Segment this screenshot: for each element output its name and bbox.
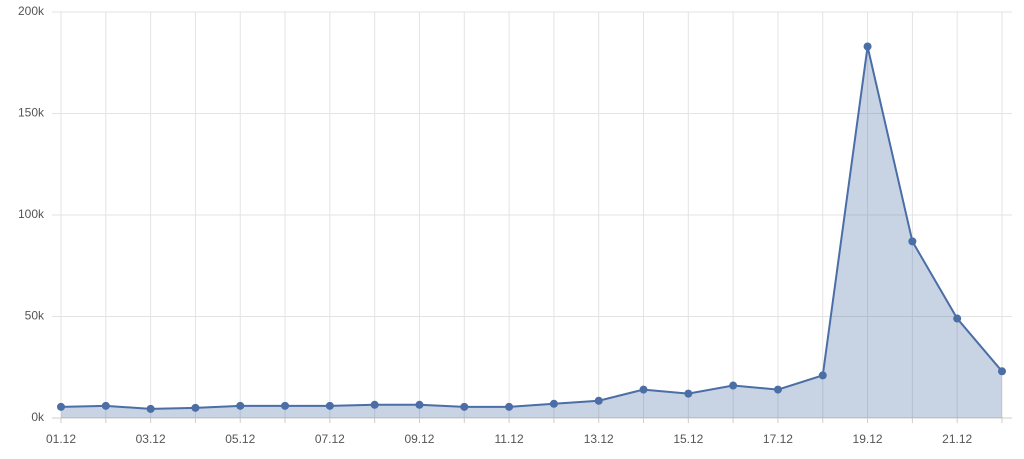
y-tick-label: 100k (18, 207, 45, 221)
x-tick-label: 19.12 (853, 432, 883, 446)
point (460, 402, 469, 411)
area-fill (61, 46, 1002, 418)
point (101, 401, 110, 410)
x-tick-label: 03.12 (136, 432, 166, 446)
point (505, 402, 514, 411)
y-tick-label: 0k (31, 410, 45, 424)
point (729, 381, 738, 390)
point (684, 389, 693, 398)
point (191, 403, 200, 412)
point (281, 401, 290, 410)
point (908, 237, 917, 246)
line (60, 46, 1003, 410)
point (998, 367, 1006, 376)
point (325, 401, 334, 410)
point (773, 385, 782, 394)
point (549, 399, 558, 408)
x-tick-label: 09.12 (404, 432, 434, 446)
x-tick-label: 01.12 (46, 432, 76, 446)
x-tick-label: 15.12 (673, 432, 703, 446)
point (639, 385, 648, 394)
point (863, 42, 872, 51)
x-tick-label: 05.12 (225, 432, 255, 446)
point (953, 314, 962, 323)
x-tick-label: 07.12 (315, 432, 345, 446)
point (57, 402, 65, 411)
y-tick-label: 50k (25, 309, 45, 323)
x-tick-label: 11.12 (495, 432, 524, 446)
point (594, 396, 603, 405)
point (146, 404, 155, 413)
point (818, 371, 827, 380)
x-tick-label: 17.12 (763, 432, 793, 446)
x-tick-label: 13.12 (584, 432, 614, 446)
point (236, 401, 245, 410)
x-tick-label: 21.12 (942, 432, 972, 446)
y-tick-label: 200k (18, 4, 45, 18)
point (415, 400, 424, 409)
y-tick-label: 150k (18, 106, 45, 120)
point (370, 400, 379, 409)
